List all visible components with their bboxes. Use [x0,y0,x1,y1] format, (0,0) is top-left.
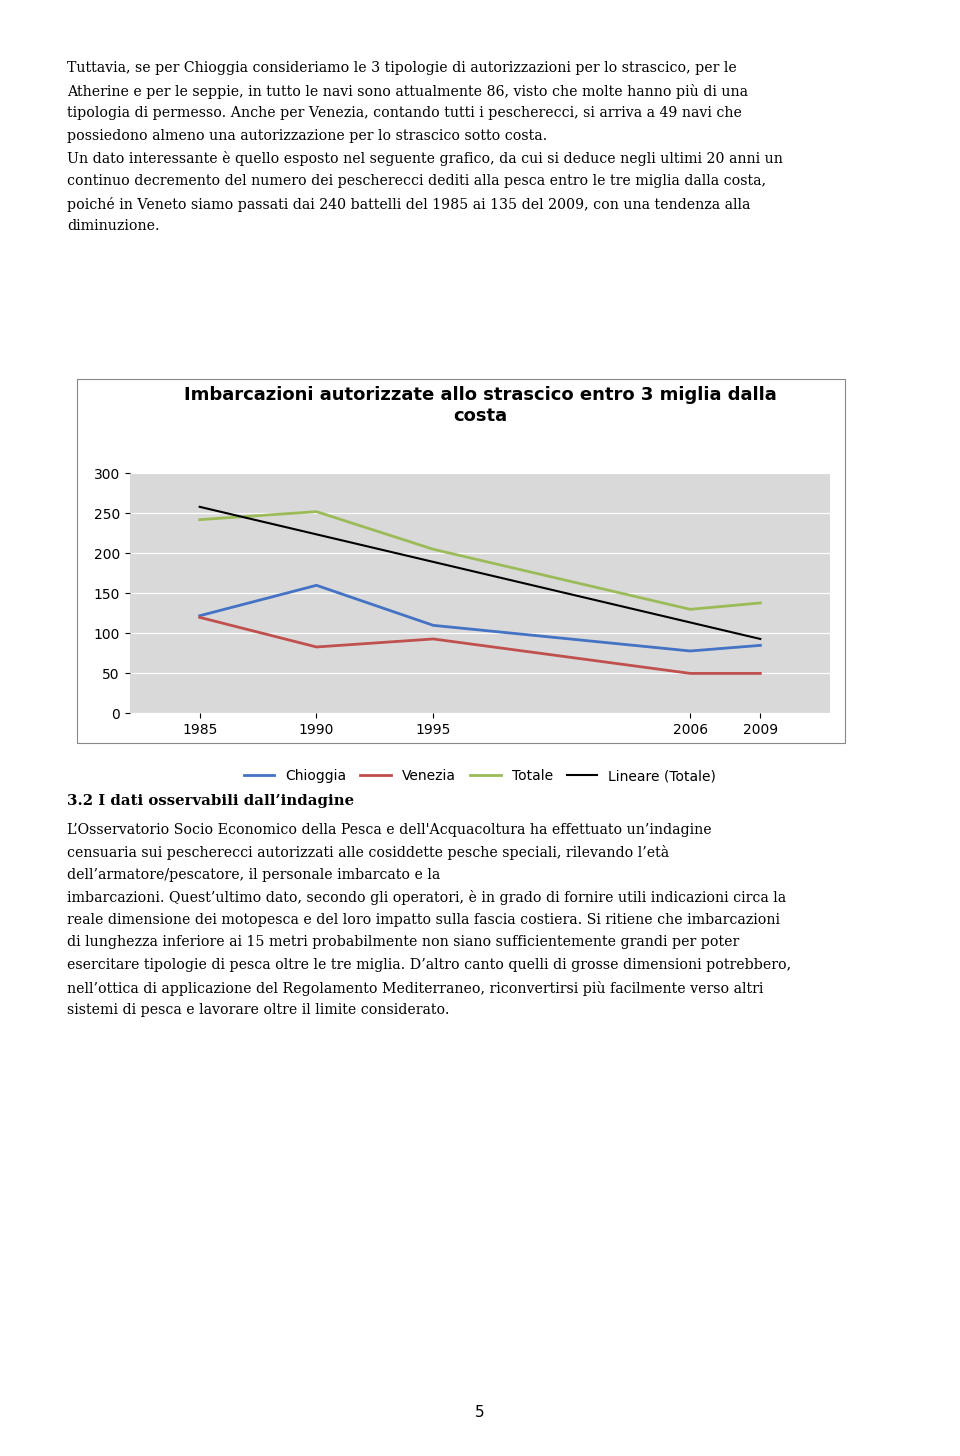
Text: nell’ottica di applicazione del Regolamento Mediterraneo, riconvertirsi più faci: nell’ottica di applicazione del Regolame… [67,981,763,996]
Text: di lunghezza inferiore ai 15 metri probabilmente non siano sufficientemente gran: di lunghezza inferiore ai 15 metri proba… [67,935,739,949]
Text: Tuttavia, se per Chioggia consideriamo le 3 tipologie di autorizzazioni per lo s: Tuttavia, se per Chioggia consideriamo l… [67,61,737,76]
Text: diminuzione.: diminuzione. [67,220,159,233]
Text: 3.2 I dati osservabili dall’indagine: 3.2 I dati osservabili dall’indagine [67,794,354,808]
Text: sistemi di pesca e lavorare oltre il limite considerato.: sistemi di pesca e lavorare oltre il lim… [67,1003,449,1018]
Text: 5: 5 [475,1405,485,1420]
Text: continuo decremento del numero dei pescherecci dediti alla pesca entro le tre mi: continuo decremento del numero dei pesch… [67,173,766,188]
Text: dell’armatore/pescatore, il personale imbarcato e la: dell’armatore/pescatore, il personale im… [67,868,444,882]
Text: censuaria sui pescherecci autorizzati alle cosiddette pesche speciali, rilevando: censuaria sui pescherecci autorizzati al… [67,844,669,860]
Text: reale dimensione dei motopesca e del loro impatto sulla fascia costiera. Si riti: reale dimensione dei motopesca e del lor… [67,913,780,927]
Text: esercitare tipologie di pesca oltre le tre miglia. D’altro canto quelli di gross: esercitare tipologie di pesca oltre le t… [67,958,791,973]
Text: tipologia di permesso. Anche per Venezia, contando tutti i pescherecci, si arriv: tipologia di permesso. Anche per Venezia… [67,106,742,121]
Text: possiedono almeno una autorizzazione per lo strascico sotto costa.: possiedono almeno una autorizzazione per… [67,128,547,143]
Legend: Chioggia, Venezia, Totale, Lineare (Totale): Chioggia, Venezia, Totale, Lineare (Tota… [238,763,722,789]
Text: L’Osservatorio Socio Economico della Pesca e dell'Acquacoltura ha effettuato un’: L’Osservatorio Socio Economico della Pes… [67,823,711,837]
Text: imbarcazioni. Quest’ultimo dato, secondo gli operatori, è in grado di fornire ut: imbarcazioni. Quest’ultimo dato, secondo… [67,890,786,906]
Text: Atherine e per le seppie, in tutto le navi sono attualmente 86, visto che molte : Atherine e per le seppie, in tutto le na… [67,83,748,99]
Text: poiché in Veneto siamo passati dai 240 battelli del 1985 ai 135 del 2009, con un: poiché in Veneto siamo passati dai 240 b… [67,197,751,211]
Text: Un dato interessante è quello esposto nel seguente grafico, da cui si deduce neg: Un dato interessante è quello esposto ne… [67,151,783,166]
Text: Imbarcazioni autorizzate allo strascico entro 3 miglia dalla
costa: Imbarcazioni autorizzate allo strascico … [183,386,777,425]
